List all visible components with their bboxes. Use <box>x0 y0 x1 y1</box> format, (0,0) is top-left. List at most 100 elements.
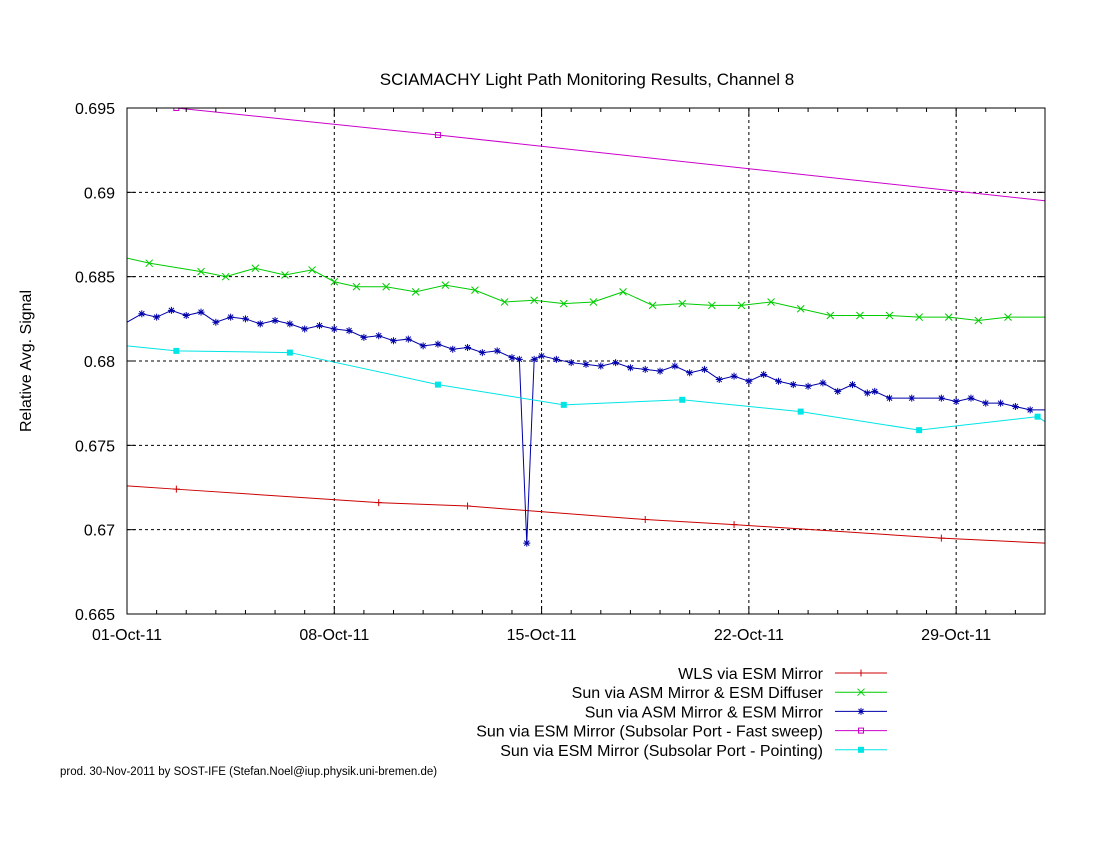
data-point <box>937 534 945 542</box>
data-point <box>434 381 441 388</box>
data-point <box>301 325 309 333</box>
data-point <box>797 408 804 415</box>
x-tick-label: 08-Oct-11 <box>299 627 369 644</box>
y-tick-label: 0.68 <box>84 354 115 371</box>
y-tick-label: 0.685 <box>75 270 115 287</box>
data-point <box>434 131 441 138</box>
data-point <box>967 394 975 402</box>
data-point <box>626 364 634 372</box>
data-point <box>182 311 190 319</box>
data-point <box>552 355 560 363</box>
series-5 <box>127 345 1045 434</box>
y-tick-label: 0.665 <box>75 607 115 624</box>
y-tick-label: 0.69 <box>84 185 115 202</box>
legend-item: Sun via ASM Mirror & ESM Diffuser <box>572 685 887 702</box>
data-point <box>559 299 568 308</box>
legend-label: WLS via ESM Mirror <box>678 666 824 683</box>
data-point <box>686 369 694 377</box>
data-point <box>804 382 812 390</box>
data-point <box>197 267 205 276</box>
data-point <box>493 347 501 355</box>
data-point <box>515 355 523 363</box>
y-axis-label: Relative Avg. Signal <box>18 290 35 432</box>
data-point <box>167 306 175 314</box>
data-point <box>153 313 161 321</box>
axis-ticks: 0.665 0.67 0.675 0.68 0.685 0.69 0.695 01-Oct-1… <box>75 101 1046 644</box>
data-point <box>375 332 383 340</box>
data-point <box>789 381 797 389</box>
legend-label: Sun via ASM Mirror & ESM Mirror <box>585 704 824 721</box>
series-line <box>176 108 1045 202</box>
data-point <box>863 389 871 397</box>
data-point <box>271 317 279 325</box>
data-point <box>944 313 953 322</box>
data-point <box>952 397 960 405</box>
data-point <box>641 365 649 373</box>
y-tick-label: 0.675 <box>75 438 115 455</box>
series-2 <box>127 257 1045 325</box>
x-tick-label: 01-Oct-11 <box>92 627 162 644</box>
data-point <box>138 310 146 318</box>
data-point <box>1026 406 1034 414</box>
data-point <box>256 320 264 328</box>
data-point <box>382 282 390 291</box>
legend-label: Sun via ASM Mirror & ESM Diffuser <box>572 685 824 702</box>
data-point <box>858 727 864 734</box>
data-point <box>760 370 768 378</box>
data-point <box>582 360 590 368</box>
series-line <box>127 309 1045 544</box>
data-point <box>997 399 1005 407</box>
footer-credit: prod. 30-Nov-2011 by SOST-IFE (Stefan.No… <box>60 766 437 778</box>
data-point <box>857 707 865 715</box>
data-point <box>538 352 546 360</box>
series-line <box>127 257 1045 322</box>
data-point <box>330 325 338 333</box>
data-point <box>352 282 361 291</box>
data-point <box>1004 313 1012 322</box>
data-point <box>671 362 679 370</box>
data-point <box>612 359 620 367</box>
x-tick-label: 22-Oct-11 <box>714 627 784 644</box>
data-point <box>197 308 205 316</box>
data-point <box>915 313 923 322</box>
data-point <box>819 379 827 387</box>
data-point <box>449 345 457 353</box>
data-point <box>974 316 983 325</box>
data-point <box>241 315 249 323</box>
data-point <box>908 394 916 402</box>
data-point <box>641 516 649 524</box>
data-point <box>478 349 486 357</box>
data-point <box>251 264 260 273</box>
data-point <box>619 287 627 296</box>
data-point <box>886 394 894 402</box>
data-point <box>826 311 835 320</box>
data-point <box>212 318 220 326</box>
series-4 <box>173 108 1045 202</box>
series-1 <box>127 485 1045 544</box>
data-point <box>227 313 235 321</box>
data-point <box>281 271 289 279</box>
data-point <box>390 337 398 345</box>
data-point <box>145 259 154 268</box>
data-point <box>221 272 230 281</box>
data-point <box>648 301 657 310</box>
data-point <box>982 399 990 407</box>
data-point <box>286 349 293 356</box>
data-point <box>767 298 775 306</box>
data-point <box>796 304 805 313</box>
series-3 <box>127 306 1045 547</box>
data-point <box>360 333 368 341</box>
series-line <box>127 345 1045 431</box>
data-point <box>464 344 472 352</box>
data-point <box>173 108 180 111</box>
data-point <box>730 521 738 529</box>
legend-item: WLS via ESM Mirror <box>678 666 887 683</box>
data-point <box>567 359 575 367</box>
data-point <box>530 355 538 363</box>
data-point <box>885 311 894 320</box>
data-point <box>419 342 427 350</box>
data-point <box>411 287 420 296</box>
x-tick-label: 29-Oct-11 <box>921 627 991 644</box>
data-point <box>530 296 539 305</box>
data-point <box>441 281 450 289</box>
